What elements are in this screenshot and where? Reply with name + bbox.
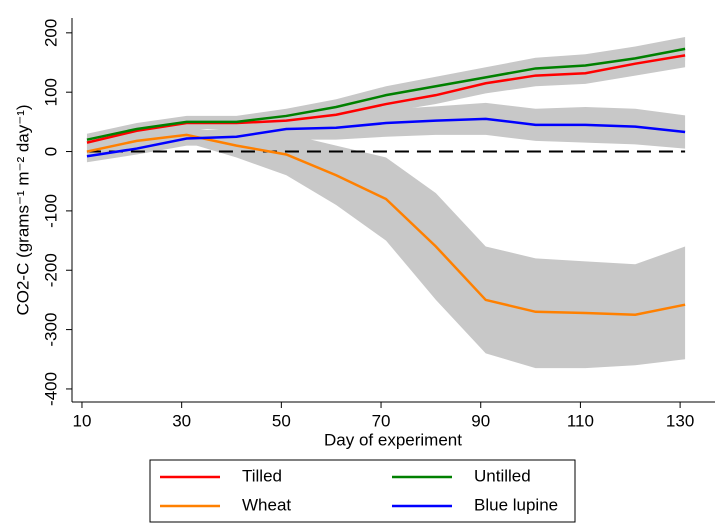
y-tick-label: -200 xyxy=(41,253,60,287)
x-axis-label: Day of experiment xyxy=(324,430,462,449)
legend-box xyxy=(149,459,576,523)
confidence-band xyxy=(86,102,686,163)
confidence-band xyxy=(86,36,686,146)
series-line xyxy=(86,133,686,317)
x-tick-label: 50 xyxy=(272,411,291,430)
legend-label: Untilled xyxy=(474,466,531,485)
legend-label: Tilled xyxy=(242,466,282,485)
series-line xyxy=(86,117,686,158)
x-tick-label: 130 xyxy=(666,411,694,430)
y-tick-label: -100 xyxy=(41,194,60,228)
x-tick-label: 30 xyxy=(172,411,191,430)
legend-label: Blue lupine xyxy=(474,495,558,514)
x-tick-label: 70 xyxy=(372,411,391,430)
y-tick-label: 200 xyxy=(41,19,60,47)
y-tick-label: 100 xyxy=(41,78,60,106)
y-tick-label: 0 xyxy=(41,147,60,156)
legend-label: Wheat xyxy=(242,495,291,514)
x-tick-label: 110 xyxy=(567,411,594,430)
x-tick-label: 10 xyxy=(73,411,92,430)
y-tick-label: -400 xyxy=(41,372,60,406)
x-tick-label: 90 xyxy=(471,411,490,430)
confidence-band xyxy=(86,127,686,369)
y-axis-label: CO2-C (grams⁻¹ m⁻² day⁻¹) xyxy=(13,104,32,315)
series-line xyxy=(86,47,686,141)
y-tick-label: -300 xyxy=(41,313,60,347)
